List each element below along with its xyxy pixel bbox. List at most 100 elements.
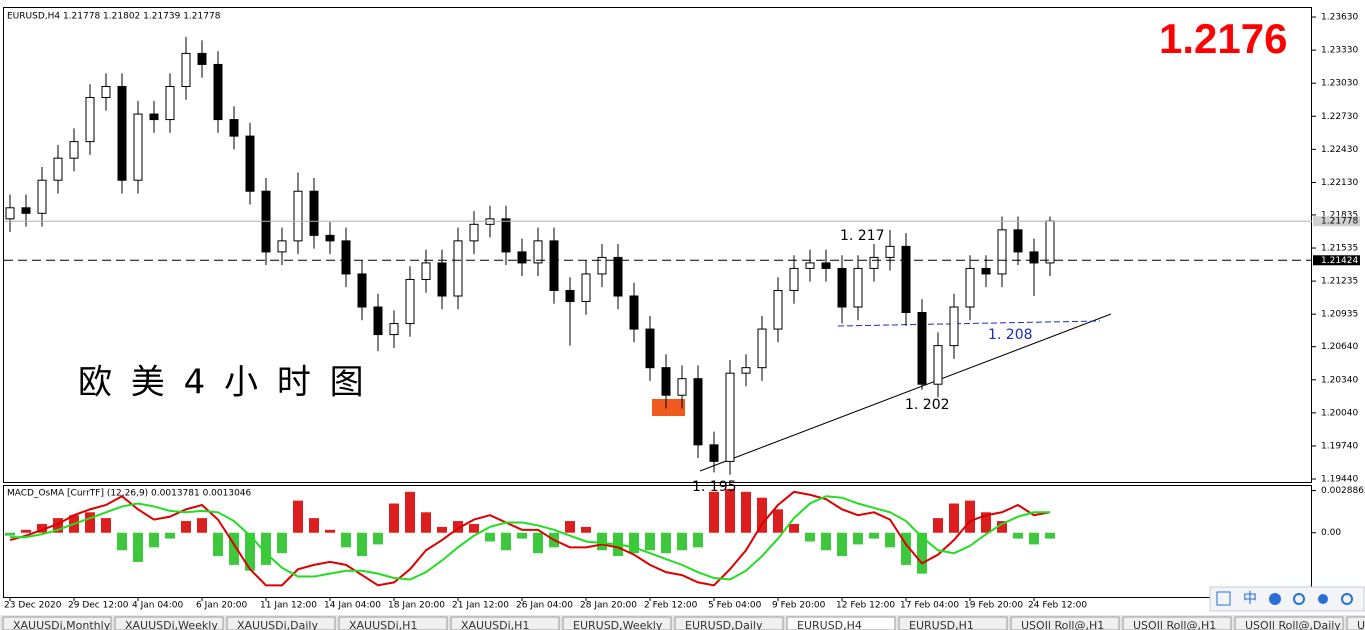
- candle-body: [165, 86, 175, 121]
- annotation: 1. 208: [988, 327, 1033, 343]
- toolbar-icon[interactable]: [1269, 593, 1281, 605]
- tab[interactable]: [1234, 616, 1344, 630]
- price-level-label: 1.21778: [1321, 217, 1358, 227]
- tab[interactable]: [114, 616, 224, 630]
- indicator-title: MACD_OsMA [CurrTF] (12,26,9) 0.0013781 0…: [7, 489, 252, 499]
- candle-body: [661, 367, 671, 396]
- price-level-box: [1313, 255, 1360, 266]
- candle-body: [773, 289, 783, 330]
- candle-body: [693, 378, 703, 446]
- histogram-bar: [133, 532, 143, 562]
- candle-body: [981, 267, 991, 275]
- candle-body: [805, 262, 815, 269]
- tab-label[interactable]: USOIl Roll@,H1: [1133, 619, 1216, 630]
- tab-label[interactable]: USOI: [1357, 619, 1365, 630]
- tab[interactable]: [450, 616, 560, 630]
- x-tick-label: 26 Jan 04:00: [516, 601, 573, 611]
- candle-body: [725, 372, 735, 462]
- histogram-bar: [1029, 532, 1039, 545]
- chart-caption: 欧 美 4 小 时 图: [78, 363, 368, 403]
- tab[interactable]: [1010, 616, 1120, 630]
- annotation: 1. 217: [840, 228, 885, 244]
- candle-body: [53, 157, 63, 181]
- tab[interactable]: [338, 616, 448, 630]
- toolbar-icon[interactable]: [1341, 593, 1353, 605]
- y-tick-label: 0.00: [1321, 528, 1341, 538]
- annotation: 1. 195: [692, 479, 737, 495]
- tab-label[interactable]: XAUUSDi,Monthly: [13, 619, 111, 630]
- candle-body: [437, 262, 447, 297]
- candle-body: [341, 240, 351, 275]
- histogram-bar: [661, 532, 671, 554]
- histogram-bar: [709, 491, 719, 533]
- tab-label[interactable]: XAUUSDi,Weekly: [125, 619, 218, 630]
- candle-body: [613, 256, 623, 297]
- price-level-label: 1.21424: [1321, 256, 1358, 266]
- toolbar-language[interactable]: 中: [1243, 591, 1257, 607]
- histogram-bar: [101, 518, 111, 533]
- histogram-bar: [741, 491, 751, 533]
- candle-body: [149, 113, 159, 121]
- histogram-bar: [21, 529, 31, 533]
- tab[interactable]: [562, 616, 672, 630]
- tab-label[interactable]: EURUSD,Weekly: [573, 619, 663, 630]
- tab-label[interactable]: XAUUSDi,H1: [349, 619, 417, 630]
- candle-body: [1013, 229, 1023, 253]
- candle-body: [245, 135, 255, 192]
- histogram-bar: [389, 503, 399, 533]
- candle-body: [517, 251, 527, 264]
- histogram-bar: [293, 500, 303, 533]
- tab[interactable]: [226, 616, 336, 630]
- candle-body: [629, 295, 639, 330]
- price-level-box: [1313, 216, 1360, 227]
- histogram-bar: [933, 518, 943, 533]
- tab-label[interactable]: XAUUSDi,H1: [461, 619, 529, 630]
- candle-body: [181, 52, 191, 88]
- candle-body: [117, 86, 127, 181]
- trend-line: [699, 313, 1112, 472]
- candle-body: [869, 256, 879, 269]
- x-tick-label: 19 Feb 20:00: [964, 601, 1023, 611]
- tab[interactable]: [1346, 616, 1365, 630]
- histogram-bar: [677, 532, 687, 551]
- y-tick-label: 1.20040: [1321, 408, 1358, 418]
- candle-body: [325, 234, 335, 242]
- y-tick-label: 1.20640: [1321, 342, 1358, 352]
- histogram-bar: [837, 532, 847, 557]
- tab-label[interactable]: USOIl Roll@,Daily: [1245, 619, 1341, 630]
- candle-body: [821, 262, 831, 269]
- candle-body: [709, 444, 719, 462]
- x-tick-label: 28 Jan 20:00: [580, 601, 637, 611]
- candle-body: [277, 240, 287, 253]
- tab[interactable]: [2, 616, 112, 630]
- tab[interactable]: [786, 616, 896, 630]
- histogram-bar: [277, 532, 287, 554]
- tab-label[interactable]: EURUSD,Daily: [685, 619, 763, 630]
- candle-body: [853, 267, 863, 308]
- histogram-bar: [917, 532, 927, 574]
- candle-body: [101, 86, 111, 99]
- tab-label[interactable]: EURUSD,H4: [797, 619, 862, 630]
- histogram-bar: [869, 532, 879, 539]
- histogram-bar: [245, 532, 255, 571]
- toolbar-icon[interactable]: [1318, 594, 1328, 604]
- candle-body: [197, 52, 207, 65]
- tab-label[interactable]: USOIl Roll@,H1: [1021, 619, 1104, 630]
- tab[interactable]: [1122, 616, 1232, 630]
- toolbar-icon[interactable]: [1216, 591, 1231, 606]
- histogram-bar: [725, 488, 735, 533]
- toolbar-icon[interactable]: [1293, 593, 1305, 605]
- tab[interactable]: [898, 616, 1008, 630]
- candle-body: [69, 141, 79, 159]
- indicator-line: [10, 495, 1050, 581]
- y-tick-label: 1.23630: [1321, 13, 1358, 23]
- x-tick-label: 2 Feb 12:00: [644, 601, 698, 611]
- tab-label[interactable]: EURUSD,H1: [909, 619, 974, 630]
- tab-label[interactable]: XAUUSDi,Daily: [237, 619, 318, 630]
- histogram-bar: [197, 518, 207, 533]
- ime-toolbar[interactable]: [1209, 586, 1365, 612]
- tab[interactable]: [674, 616, 784, 630]
